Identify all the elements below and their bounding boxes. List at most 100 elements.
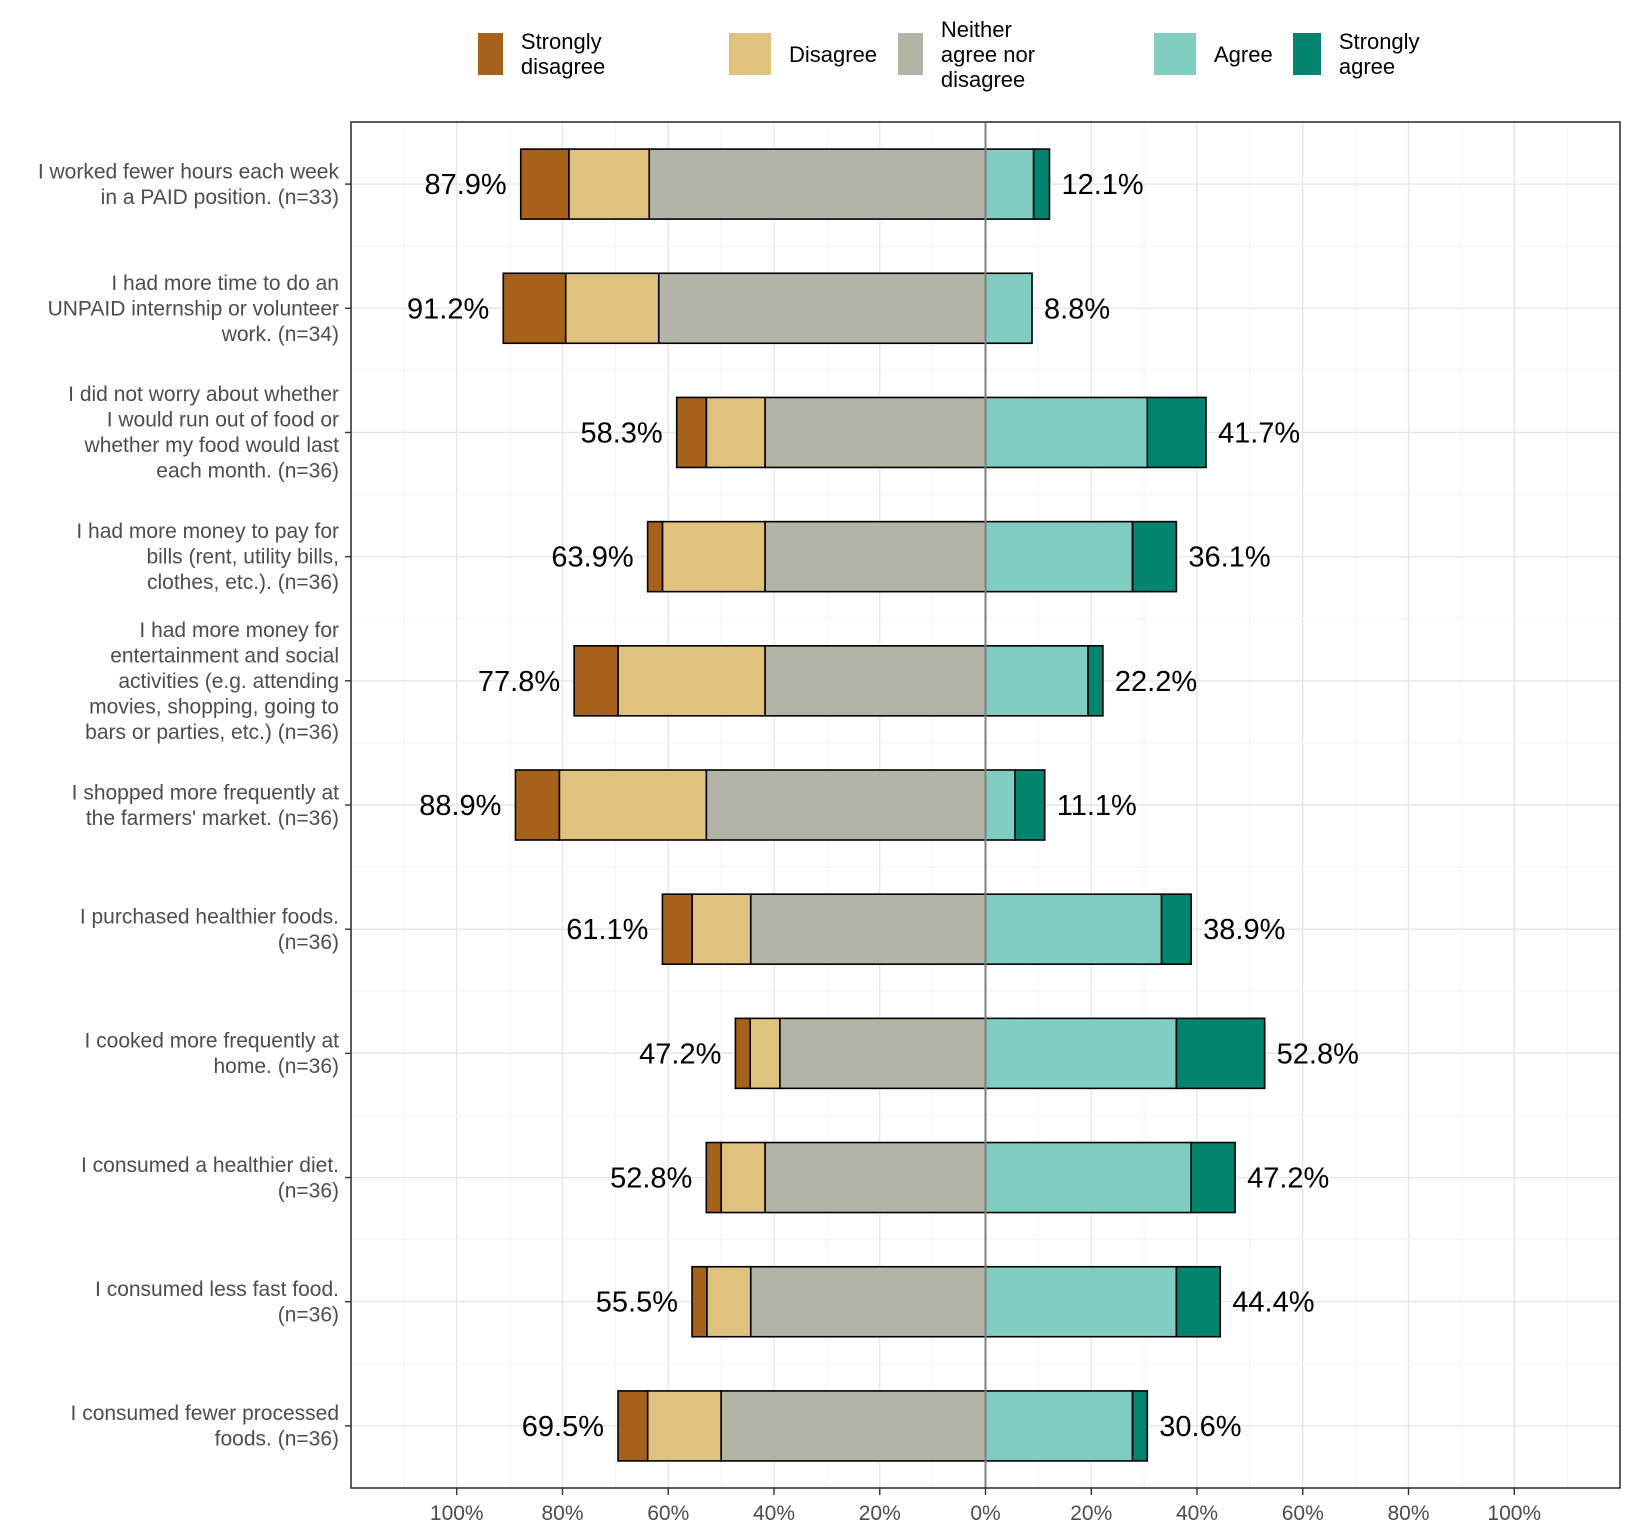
bar-segment-disagree (691, 893, 752, 965)
bar-segment-agree (984, 1017, 1178, 1090)
bar-segment-disagree (706, 1265, 752, 1338)
bar-segment-agree (984, 1265, 1178, 1338)
bar-segment-neither (764, 1141, 987, 1214)
legend-swatch-disagree (729, 33, 771, 75)
category-label-line: I had more money to pay for (76, 520, 339, 543)
category-label-line: I had more money for (139, 619, 339, 642)
data-label-right: 38.9% (1203, 914, 1285, 946)
bar-segment-neither (779, 1017, 987, 1090)
category-label-line: whether my food would last (84, 434, 340, 457)
bar-segment-strongly-agree (1175, 1017, 1266, 1090)
category-label: I shopped more frequently at the farmers'… (72, 781, 339, 830)
data-label-left: 69.5% (522, 1411, 604, 1443)
legend-swatch-strongly-disagree (478, 33, 503, 75)
bar-segment-neither (764, 396, 987, 469)
bar-segment-neither (749, 1265, 987, 1338)
x-tick-label: 80% (1387, 1502, 1429, 1525)
bar-segment-agree (984, 1390, 1134, 1462)
bar-segment-strongly-disagree (502, 272, 567, 345)
bar-segment-strongly-disagree (519, 148, 570, 220)
category-label: I worked fewer hours each week in a PAID … (38, 160, 340, 209)
bar-segment-strongly-agree (1190, 1141, 1236, 1214)
bar-segment-strongly-disagree (734, 1017, 752, 1090)
legend-label-neither-line2: disagree (940, 66, 1026, 92)
x-tick-label: 100% (1487, 1502, 1541, 1525)
bar-segment-neither (705, 769, 987, 841)
legend-label-disagree: Disagree (789, 41, 878, 67)
bar-segment-neither (657, 272, 987, 345)
bar-segment-strongly-disagree (675, 396, 708, 469)
bar-segment-strongly-agree (1175, 1265, 1222, 1338)
legend-label-strongly-disagree: Strongly disagree (520, 29, 606, 79)
bar-segment-disagree (558, 769, 708, 841)
bar-segment-strongly-disagree (646, 520, 664, 593)
bar-segment-strongly-disagree (705, 1141, 722, 1214)
data-label-right: 12.1% (1061, 169, 1143, 201)
category-label-line: I consumed fewer processed (71, 1402, 339, 1425)
legend-item-agree: Agree (1154, 26, 1273, 82)
category-label: I had more money for entertainment and so… (85, 619, 339, 744)
data-label-left: 63.9% (551, 542, 633, 574)
category-label-line: movies, shopping, going to (89, 695, 339, 718)
data-label-right: 47.2% (1247, 1163, 1329, 1195)
bar-segment-disagree (749, 1017, 781, 1090)
bar-segment-neither (648, 148, 987, 220)
category-label-line: clothes, etc.). (n=36) (147, 571, 339, 594)
data-label-right: 36.1% (1188, 542, 1270, 574)
x-tick-label: 40% (753, 1502, 795, 1525)
category-label-line: in a PAID position. (n=33) (101, 186, 339, 209)
bar-segment-strongly-disagree (617, 1390, 649, 1462)
bar-segment-strongly-disagree (661, 893, 693, 965)
category-label-line: I consumed a healthier diet. (81, 1154, 339, 1177)
bar-segment-strongly-agree (1146, 396, 1207, 469)
x-tick-label: 20% (859, 1502, 901, 1525)
bar-segment-strongly-agree (1160, 893, 1192, 965)
category-label-line: I shopped more frequently at (72, 781, 339, 804)
legend-label-strongly-agree: Strongly agree (1338, 29, 1420, 79)
category-label-line: the farmers' market. (n=36) (86, 807, 339, 830)
data-label-left: 91.2% (407, 293, 489, 325)
data-label-right: 44.4% (1232, 1287, 1314, 1319)
bar-segment-agree (984, 893, 1163, 965)
category-label-line: work. (n=34) (221, 323, 339, 346)
legend-item-strongly-disagree: Strongly disagree (478, 26, 622, 82)
category-label-line: bills (rent, utility bills, (146, 546, 339, 569)
category-label-line: I purchased healthier foods. (80, 905, 339, 928)
legend-label-agree: Agree (1214, 41, 1273, 67)
bar-segment-neither (720, 1390, 987, 1462)
x-tick-label: 60% (1282, 1502, 1324, 1525)
data-label-right: 52.8% (1277, 1038, 1359, 1070)
category-label-line: (n=36) (278, 931, 339, 954)
data-label-left: 47.2% (639, 1038, 721, 1070)
x-tick-label: 20% (1070, 1502, 1112, 1525)
data-label-left: 88.9% (419, 790, 501, 822)
bar-segment-neither (764, 645, 987, 717)
category-label-line: I worked fewer hours each week (38, 160, 340, 183)
bar-segment-disagree (705, 396, 766, 469)
category-label-line: each month. (n=36) (156, 460, 339, 483)
x-tick-label: 100% (430, 1502, 484, 1525)
bar-segment-disagree (564, 272, 660, 345)
bar-segment-strongly-disagree (514, 769, 561, 841)
bar-segment-disagree (720, 1141, 766, 1214)
bar-segment-agree (984, 148, 1035, 220)
data-label-left: 87.9% (424, 169, 506, 201)
bar-segment-strongly-agree (1131, 1390, 1149, 1462)
bar-segment-strongly-agree (1131, 520, 1178, 593)
legend-label-neither: Neither agree nor disagree (941, 17, 1043, 92)
category-label-line: UNPAID internship or volunteer (48, 297, 339, 320)
data-label-left: 58.3% (580, 417, 662, 449)
category-label: I consumed less fast food. (n=36) (95, 1278, 339, 1327)
category-label: I consumed a healthier diet. (n=36) (81, 1154, 339, 1203)
data-label-right: 11.1% (1057, 790, 1137, 822)
bar-segment-disagree (646, 1390, 722, 1462)
data-label-left: 77.8% (478, 666, 560, 698)
x-tick-label: 40% (1176, 1502, 1218, 1525)
category-label: I cooked more frequently at home. (n=36) (85, 1030, 340, 1079)
bar-segment-strongly-agree (1032, 148, 1051, 220)
category-label-line: (n=36) (278, 1303, 339, 1326)
category-label-line: I did not worry about whether (68, 383, 339, 406)
bar-segment-agree (984, 769, 1016, 841)
